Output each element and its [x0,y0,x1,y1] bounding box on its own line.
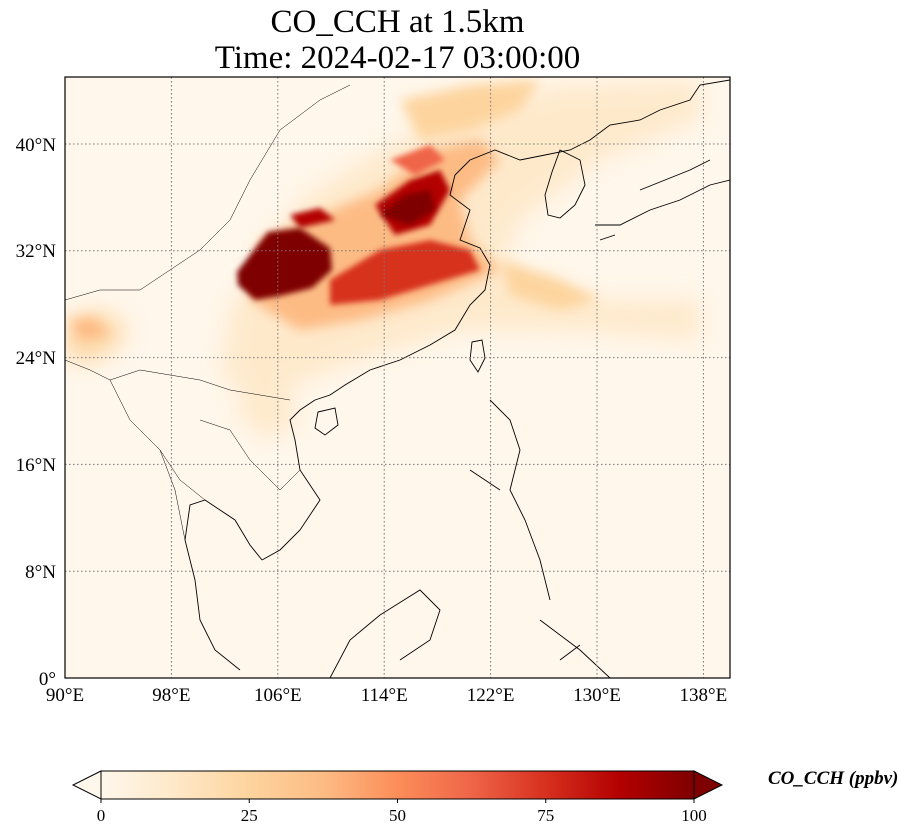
lat-tick-label: 24°N [16,348,57,369]
map-title: CO_CCH at 1.5km Time: 2024-02-17 03:00:0… [0,4,795,76]
colorbar-tick-label: 100 [681,806,707,825]
lon-tick-label: 130°E [573,685,621,706]
colorbar-gradient [101,771,694,799]
colorbar-tick-label: 75 [537,806,554,825]
lat-tick-label: 8°N [25,562,56,583]
lon-tick-labels: 90°E 98°E 106°E 114°E 122°E 130°E 138°E [46,685,727,706]
colorbar-tick-label: 0 [97,806,106,825]
colorbar: 0 25 50 75 100 [71,770,724,825]
gridlines [65,77,730,678]
lat-tick-label: 16°N [16,455,57,476]
lon-tick-label: 114°E [361,685,408,706]
title-line-2: Time: 2024-02-17 03:00:00 [214,40,581,76]
lon-tick-label: 90°E [46,685,84,706]
colorbar-max-extend [693,770,724,800]
lat-tick-labels: 0° 8°N 16°N 24°N 32°N 40°N [16,135,57,690]
lon-tick-label: 106°E [254,685,302,706]
map-frame [64,76,731,679]
taiwan-outline [469,339,486,373]
lat-tick-label: 32°N [16,241,57,262]
lon-tick-label: 138°E [680,685,728,706]
colorbar-tick-label: 25 [241,806,258,825]
hainan-outline [314,407,339,436]
concentration-field [65,77,730,678]
korea-outline [544,149,586,219]
colorbar-tick-label: 50 [389,806,406,825]
lat-tick-label: 40°N [16,135,57,156]
lon-tick-label: 122°E [467,685,515,706]
colorbar-label: CO_CCH (ppbv) [768,768,899,789]
lon-tick-label: 98°E [152,685,190,706]
lat-tick-label: 0° [39,669,56,690]
colorbar-tick-labels: 0 25 50 75 100 [97,806,707,825]
title-line-1: CO_CCH at 1.5km [270,4,525,40]
colorbar-min-extend [71,770,102,800]
coastlines [65,79,730,678]
